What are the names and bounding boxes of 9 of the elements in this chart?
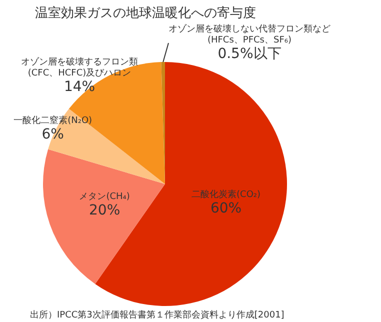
slice-label: オゾン層を破壊するフロン類 (CFC、HCFC)及びハロン [21,56,138,79]
data-label: 0.5%以下 [218,46,282,62]
slice-label: 二酸化炭素(CO₂) [192,189,261,200]
data-label: 20% [89,202,120,219]
slice-label: メタン(CH₄) [79,192,130,202]
chart-title: 温室効果ガスの地球温暖化への寄与度 [35,5,256,21]
data-label: 60% [210,200,242,217]
text: 出所）IPCC第3次評価報告書第１作業部会資料より作成[2001] [30,310,284,320]
slice-label: オゾン層を破壊しない代替フロン類など (HFCs、PFCs、SF₆) [168,24,330,46]
